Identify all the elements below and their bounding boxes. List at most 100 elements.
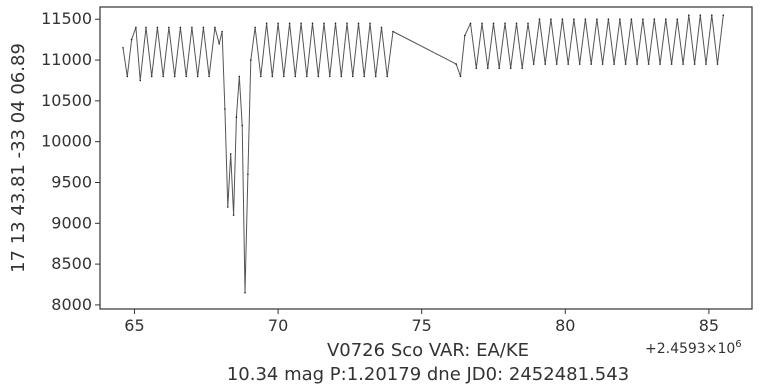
data-point bbox=[235, 116, 238, 118]
y-tick-label: 9000 bbox=[51, 213, 92, 232]
data-point bbox=[509, 67, 512, 69]
data-point bbox=[601, 63, 604, 65]
data-point bbox=[636, 63, 638, 65]
data-point bbox=[469, 22, 472, 25]
data-point bbox=[647, 63, 650, 65]
plot-area-frame bbox=[99, 6, 753, 310]
data-point bbox=[538, 18, 541, 21]
data-point bbox=[464, 34, 466, 37]
data-point bbox=[521, 67, 523, 69]
data-point bbox=[369, 22, 371, 25]
series-line bbox=[122, 14, 724, 294]
data-point bbox=[241, 124, 243, 127]
data-point bbox=[329, 75, 331, 78]
data-point bbox=[300, 22, 302, 25]
data-point bbox=[357, 22, 360, 25]
x-tick-label: 75 bbox=[412, 316, 432, 335]
data-point bbox=[363, 75, 366, 78]
data-point bbox=[156, 26, 159, 29]
data-point bbox=[722, 14, 725, 16]
data-point bbox=[191, 26, 193, 29]
data-point bbox=[254, 26, 256, 29]
data-point bbox=[271, 75, 274, 78]
y-tick-label: 9500 bbox=[51, 172, 92, 191]
y-tick-label: 11500 bbox=[41, 9, 92, 28]
x-axis: 65 70 75 80 85 bbox=[124, 309, 719, 335]
data-point bbox=[208, 75, 210, 78]
data-point bbox=[498, 67, 501, 69]
data-point bbox=[475, 67, 478, 69]
data-point bbox=[126, 75, 129, 78]
data-point bbox=[130, 38, 133, 41]
data-point bbox=[670, 63, 673, 65]
data-point bbox=[250, 59, 252, 61]
data-point bbox=[288, 22, 291, 25]
data-point bbox=[455, 63, 458, 65]
y-tick-label: 8000 bbox=[51, 295, 92, 314]
x-tick-label: 85 bbox=[699, 316, 719, 335]
data-point bbox=[459, 75, 462, 78]
data-point bbox=[346, 22, 348, 25]
data-point bbox=[607, 18, 610, 21]
data-point bbox=[630, 18, 633, 21]
data-point bbox=[139, 79, 141, 82]
data-point bbox=[135, 26, 137, 29]
data-point bbox=[515, 22, 518, 25]
data-point bbox=[306, 75, 308, 78]
data-point bbox=[573, 18, 575, 21]
data-point bbox=[504, 22, 506, 25]
data-point bbox=[527, 22, 529, 25]
data-point bbox=[340, 75, 343, 78]
data-point bbox=[682, 63, 684, 65]
data-point bbox=[561, 18, 564, 21]
data-point bbox=[238, 75, 241, 78]
data-point bbox=[265, 22, 268, 25]
data-point bbox=[244, 291, 246, 294]
data-point bbox=[317, 75, 320, 78]
data-point bbox=[227, 206, 229, 208]
data-point bbox=[705, 63, 707, 65]
data-point bbox=[277, 22, 279, 25]
x-axis-offset-exponent: 6 bbox=[735, 339, 741, 350]
data-point bbox=[487, 67, 489, 69]
data-point bbox=[247, 173, 249, 176]
data-point bbox=[232, 214, 235, 216]
data-point bbox=[659, 63, 661, 65]
y-tick-label: 11000 bbox=[41, 50, 92, 69]
data-point bbox=[311, 22, 314, 25]
data-point bbox=[145, 26, 147, 29]
data-point bbox=[642, 18, 644, 21]
data-point bbox=[283, 75, 285, 78]
data-point bbox=[294, 75, 297, 78]
data-point bbox=[122, 47, 124, 49]
data-point bbox=[550, 18, 552, 21]
x-axis-offset-base: +2.4593×10 bbox=[645, 341, 735, 357]
data-point bbox=[179, 26, 182, 29]
data-point bbox=[224, 108, 226, 110]
data-point bbox=[218, 42, 220, 45]
data-point bbox=[229, 153, 232, 155]
data-point bbox=[716, 63, 719, 65]
data-point bbox=[555, 63, 558, 65]
data-point bbox=[688, 14, 690, 16]
x-tick-label: 70 bbox=[268, 316, 288, 335]
data-point bbox=[150, 75, 153, 78]
data-point bbox=[374, 75, 377, 78]
data-point bbox=[334, 22, 337, 25]
data-point bbox=[676, 18, 679, 21]
data-point bbox=[532, 63, 535, 65]
data-point bbox=[665, 18, 667, 21]
data-point bbox=[392, 30, 394, 33]
data-point bbox=[173, 75, 176, 78]
x-axis-label-line-2: 10.34 mag P:1.20179 dne JD0: 2452481.543 bbox=[227, 364, 629, 385]
y-tick-label: 8500 bbox=[51, 254, 92, 273]
x-axis-label: V0726 Sco VAR: EA/KE bbox=[327, 340, 529, 361]
data-point bbox=[221, 30, 223, 33]
y-axis: 8000 8500 9000 9500 10000 10500 11000 11500 bbox=[41, 9, 100, 314]
data-point bbox=[386, 75, 389, 78]
data-point bbox=[567, 63, 569, 65]
data-point bbox=[711, 14, 713, 16]
data-point bbox=[492, 22, 495, 25]
data-point bbox=[653, 18, 656, 21]
